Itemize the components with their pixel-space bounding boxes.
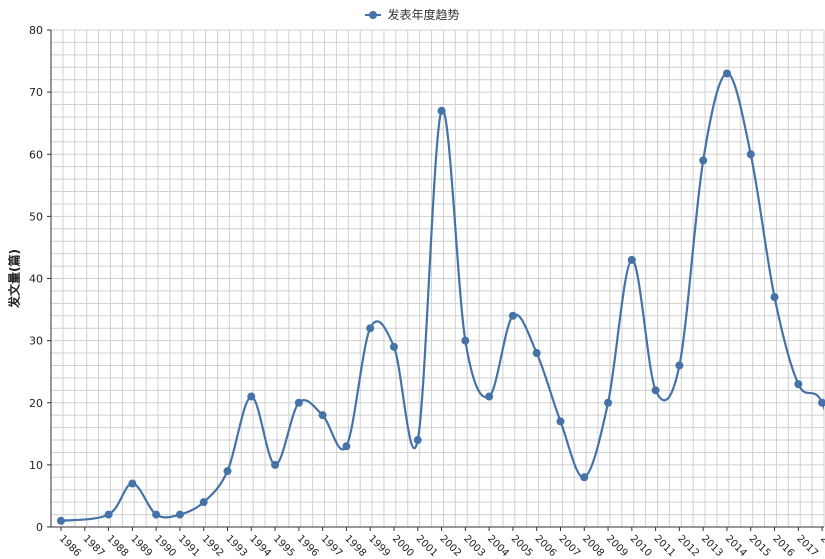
data-point[interactable] [699,156,708,165]
x-tick-label: 1988 [104,533,130,559]
y-tick-label: 0 [36,521,43,534]
x-tick-label: 1999 [366,533,392,559]
x-tick-label: 2007 [556,533,582,559]
data-point[interactable] [770,293,779,302]
x-tick-label: 1986 [57,533,83,559]
data-point[interactable] [413,436,422,445]
x-tick-label: 1989 [128,533,154,559]
x-tick-label: 1987 [81,533,107,559]
x-tick-label: 1993 [223,533,249,559]
y-tick-label: 80 [29,24,43,37]
x-tick-label: 2000 [390,533,416,559]
x-tick-label: 2012 [675,533,701,559]
x-tick-label: 1990 [152,533,178,559]
data-point[interactable] [152,510,161,519]
data-point[interactable] [104,510,113,519]
data-point[interactable] [794,380,803,389]
data-point[interactable] [175,510,184,519]
data-point[interactable] [604,398,613,407]
y-tick-label: 10 [29,459,43,472]
data-point[interactable] [461,336,470,345]
data-point[interactable] [366,324,375,333]
x-tick-label: 2016 [770,533,796,559]
data-point[interactable] [556,417,565,426]
x-tick-label: 2010 [628,533,654,559]
y-tick-label: 50 [29,210,43,223]
x-tick-label: 2013 [699,533,725,559]
data-point[interactable] [57,516,65,525]
data-point[interactable] [651,386,660,395]
x-tick-label: 2001 [414,533,440,559]
data-point[interactable] [818,398,825,407]
data-point[interactable] [342,442,351,451]
data-point[interactable] [485,392,494,401]
y-tick-label: 30 [29,335,43,348]
data-point[interactable] [580,473,589,482]
x-tick-label: 2009 [604,533,630,559]
x-tick-label: 2017 [794,533,820,559]
data-point[interactable] [199,498,208,507]
grid-horizontal [51,29,824,528]
x-tick-label: 2005 [509,533,535,559]
x-tick-label: 2003 [461,533,487,559]
x-tick-label: 1991 [176,533,202,559]
x-tick-label: 1995 [271,533,297,559]
x-tick-label: 2008 [580,533,606,559]
x-tick-label: 1998 [342,533,368,559]
data-point[interactable] [128,479,137,488]
data-point[interactable] [722,69,731,78]
data-point[interactable] [508,311,517,320]
legend: 发表年度趋势 [0,6,825,23]
x-tick-label: 1994 [247,533,273,559]
data-point[interactable] [271,460,280,469]
y-tick-label: 60 [29,148,43,161]
x-tick-label: 1996 [295,533,321,559]
x-tick-label: 2014 [723,533,749,559]
data-point[interactable] [437,106,446,115]
data-point[interactable] [746,150,755,159]
data-point[interactable] [627,255,636,264]
data-point[interactable] [247,392,256,401]
data-point[interactable] [532,349,541,358]
data-point[interactable] [389,342,398,351]
x-tick-label: 2004 [485,533,511,559]
x-tick-label: 1992 [200,533,226,559]
data-point[interactable] [318,411,327,420]
x-tick-label: 2002 [437,533,463,559]
x-tick-label: 1997 [319,533,345,559]
x-tick-label: 2018 [818,533,825,559]
legend-marker-icon [365,10,382,20]
data-point[interactable] [294,398,303,407]
data-point[interactable] [675,361,684,370]
x-tick-label: 2011 [651,533,677,559]
legend-item-trend[interactable]: 发表年度趋势 [365,6,460,23]
y-tick-label: 20 [29,397,43,410]
x-tick-label: 2015 [747,533,773,559]
y-tick-label: 70 [29,86,43,99]
data-point[interactable] [223,467,232,476]
x-tick-label: 2006 [533,533,559,559]
legend-label: 发表年度趋势 [387,8,460,22]
y-tick-label: 40 [29,273,43,286]
